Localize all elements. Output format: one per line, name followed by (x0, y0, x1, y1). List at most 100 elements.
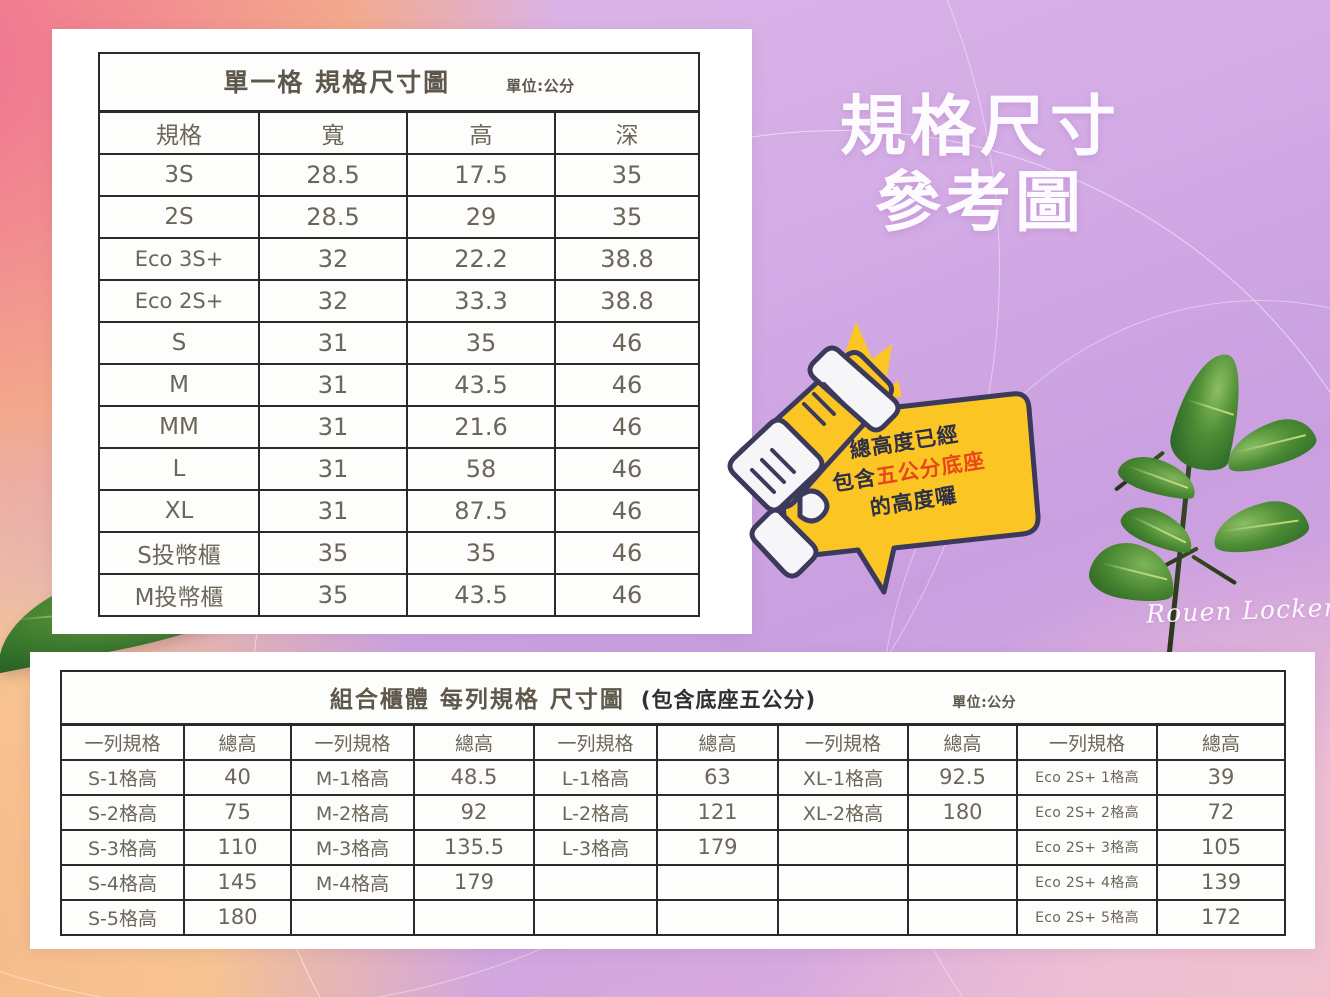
spec-name-cell: Eco 2S+ 4格高 (1016, 863, 1158, 901)
spec-name-cell: Eco 3S+ (98, 236, 260, 281)
spec-name-cell (290, 898, 415, 936)
total-height-cell: 92.5 (907, 758, 1018, 796)
total-height-cell: 39 (1155, 758, 1287, 796)
total-height-cell: 48.5 (413, 758, 535, 796)
spec-name-cell: L (98, 446, 260, 491)
single-unit-spec-card: 單一格 規格尺寸圖 單位:公分 規格寬高深 3S 28.5 17.5 35 2S 28.5… (52, 29, 752, 634)
spec-name-cell: S-3格高 (60, 828, 185, 866)
table-row: S-5格高 180 Eco 2S+ 5格高 172 (60, 898, 1287, 936)
spec-value-cell: 28.5 (258, 194, 408, 239)
table-row: Eco 3S+ 32 22.2 38.8 (98, 236, 701, 281)
column-header: 深 (553, 110, 701, 155)
table-title-row: 單一格 規格尺寸圖 單位:公分 (97, 52, 701, 113)
spec-value-cell: 46 (553, 320, 701, 365)
table-row: S-4格高 145 M-4格高 179 Eco 2S+ 4格高 139 (60, 863, 1287, 901)
spec-name-cell (533, 898, 658, 936)
table-header-row: 規格寬高深 (98, 110, 701, 155)
spec-name-cell: XL-2格高 (777, 793, 909, 831)
total-height-cell: 105 (1155, 828, 1287, 866)
total-height-cell: 180 (907, 793, 1018, 831)
table-row: S-2格高 75 M-2格高 92 L-2格高 121 XL-2格高 180 Eco 2S+ 2… (60, 793, 1287, 831)
table-row: 2S 28.5 29 35 (98, 194, 701, 239)
spec-name-cell: M-1格高 (290, 758, 415, 796)
combo-spec-table: 組合櫃體 每列規格 尺寸圖 (包含底座五公分) 單位:公分 一列規格 總高 一列規格… (59, 670, 1287, 936)
table-row: 3S 28.5 17.5 35 (98, 152, 701, 197)
total-height-cell: 110 (183, 828, 292, 866)
megaphone-icon (727, 345, 901, 579)
spec-name-cell: MM (98, 404, 260, 449)
total-height-cell: 139 (1155, 863, 1287, 901)
spec-name-cell: L-2格高 (533, 793, 658, 831)
spec-value-cell: 58 (406, 446, 556, 491)
column-header: 一列規格 (777, 723, 909, 761)
column-header: 總高 (413, 723, 535, 761)
spec-value-cell: 46 (553, 404, 701, 449)
spec-value-cell: 32 (258, 278, 408, 323)
spec-name-cell: M-3格高 (290, 828, 415, 866)
spec-name-cell: S-1格高 (60, 758, 185, 796)
spec-value-cell: 35 (553, 194, 701, 239)
table-row: XL 31 87.5 46 (98, 488, 701, 533)
table-title-cell: 組合櫃體 每列規格 尺寸圖 (包含底座五公分) 單位:公分 (59, 670, 1287, 726)
spec-name-cell (777, 828, 909, 866)
table-body: 3S 28.5 17.5 35 2S 28.5 29 35 Eco 3S+ 32 22.2 38.8 E… (98, 152, 701, 617)
column-header: 一列規格 (290, 723, 415, 761)
spec-name-cell (533, 863, 658, 901)
total-height-cell: 40 (183, 758, 292, 796)
column-header: 高 (406, 110, 556, 155)
single-unit-spec-table: 單一格 規格尺寸圖 單位:公分 規格寬高深 3S 28.5 17.5 35 2S 28.5… (97, 52, 701, 617)
spec-value-cell: 31 (258, 488, 408, 533)
spec-name-cell: S (98, 320, 260, 365)
spec-value-cell: 31 (258, 446, 408, 491)
spec-value-cell: 32 (258, 236, 408, 281)
table-title-row: 組合櫃體 每列規格 尺寸圖 (包含底座五公分) 單位:公分 (59, 670, 1287, 726)
callout-graphic (727, 322, 1041, 595)
spec-value-cell: 35 (258, 530, 408, 575)
spec-value-cell: 28.5 (258, 152, 408, 197)
spec-value-cell: 43.5 (406, 572, 556, 617)
table-title: 單一格 規格尺寸圖 (223, 68, 451, 97)
spec-name-cell: S-4格高 (60, 863, 185, 901)
page-title: 規格尺寸 參考圖 (790, 92, 1170, 238)
spec-name-cell: M (98, 362, 260, 407)
spec-value-cell: 33.3 (406, 278, 556, 323)
spec-name-cell: L-1格高 (533, 758, 658, 796)
table-row: S-3格高 110 M-3格高 135.5 L-3格高 179 Eco 2S+ 3格高 105 (60, 828, 1287, 866)
spec-name-cell: Eco 2S+ 1格高 (1016, 758, 1158, 796)
total-height-cell: 145 (183, 863, 292, 901)
spec-value-cell: 29 (406, 194, 556, 239)
callout-note: 總高度已經 包含五公分底座 的高度囉 (716, 300, 1046, 610)
total-height-cell (656, 863, 779, 901)
column-header: 寬 (258, 110, 408, 155)
spec-name-cell: Eco 2S+ (98, 278, 260, 323)
table-row: M投幣櫃 35 43.5 46 (98, 572, 701, 617)
page-title-line-2: 參考圖 (875, 163, 1085, 241)
spec-name-cell: L-3格高 (533, 828, 658, 866)
total-height-cell: 121 (656, 793, 779, 831)
column-header: 規格 (98, 110, 260, 155)
table-title: 組合櫃體 每列規格 尺寸圖 (329, 687, 625, 713)
spec-name-cell: Eco 2S+ 3格高 (1016, 828, 1158, 866)
table-row: Eco 2S+ 32 33.3 38.8 (98, 278, 701, 323)
total-height-cell: 92 (413, 793, 535, 831)
total-height-cell (907, 863, 1018, 901)
spec-name-cell: M-4格高 (290, 863, 415, 901)
spec-value-cell: 38.8 (553, 236, 701, 281)
spec-name-cell: S投幣櫃 (98, 530, 260, 575)
spec-name-cell (777, 863, 909, 901)
total-height-cell: 180 (183, 898, 292, 936)
spec-name-cell: S-5格高 (60, 898, 185, 936)
spec-value-cell: 43.5 (406, 362, 556, 407)
table-row: S投幣櫃 35 35 46 (98, 530, 701, 575)
total-height-cell: 172 (1155, 898, 1287, 936)
column-header: 一列規格 (60, 723, 185, 761)
total-height-cell: 75 (183, 793, 292, 831)
column-header: 一列規格 (1016, 723, 1158, 761)
spec-value-cell: 46 (553, 488, 701, 533)
total-height-cell: 135.5 (413, 828, 535, 866)
spec-value-cell: 46 (553, 362, 701, 407)
table-header-row: 一列規格 總高 一列規格 總高 一列規格 總高 一列規格 總高 一列規格 總高 (60, 723, 1287, 761)
column-header: 總高 (907, 723, 1018, 761)
table-unit-note: 單位:公分 (952, 695, 1017, 711)
spec-value-cell: 87.5 (406, 488, 556, 533)
